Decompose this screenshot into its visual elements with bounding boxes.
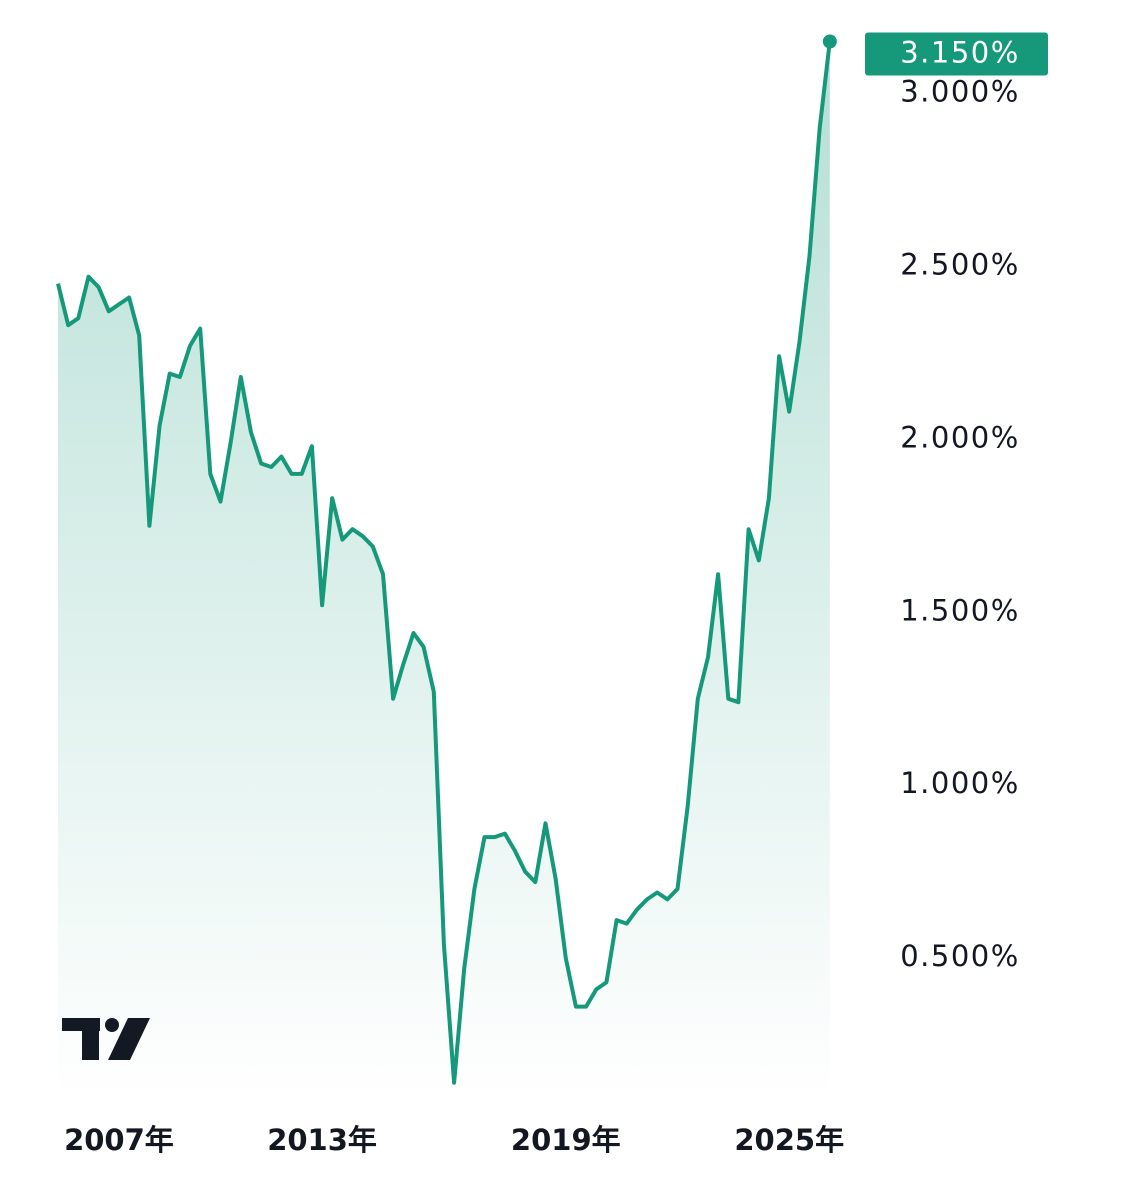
x-tick-label: 2007年 [64, 1123, 174, 1157]
y-tick-label: 2.500% [900, 247, 1020, 281]
x-tick-label: 2025年 [734, 1123, 844, 1157]
x-tick-label: 2019年 [511, 1123, 621, 1157]
line [56, 41, 832, 1085]
y-tick-label: 2.000% [900, 420, 1020, 454]
value-label: 3.150% [900, 36, 1020, 70]
y-tick-label: 0.500% [900, 939, 1020, 973]
y-tick-label: 1.500% [900, 593, 1020, 627]
value-badge [865, 32, 1048, 76]
area [58, 41, 830, 1100]
x-tick-label: 2013年 [267, 1123, 377, 1157]
last-point [822, 34, 837, 49]
y-tick-label: 3.000% [900, 74, 1020, 108]
y-tick-label: 1.000% [900, 766, 1020, 800]
